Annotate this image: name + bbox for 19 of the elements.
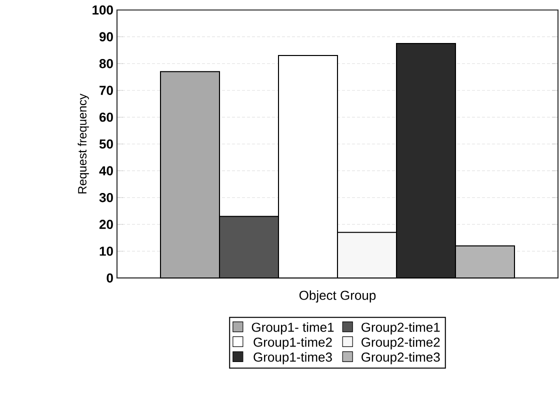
legend-label: Group2-time2: [362, 337, 440, 350]
y-tick-label: 30: [99, 192, 113, 202]
y-tick-label: 40: [99, 166, 113, 176]
y-tick-label: 10: [100, 246, 113, 256]
y-tick-label: 50: [99, 139, 113, 149]
y-tick-label: 80: [99, 58, 113, 68]
legend-label: Group2-time3: [362, 352, 440, 364]
legend-label: Group1- time1: [252, 322, 334, 334]
legend-label: Group2-time1: [362, 322, 440, 334]
y-tick-label: 60: [99, 112, 113, 122]
x-axis-title: Object Group: [299, 290, 376, 303]
y-tick-label: 0: [106, 273, 113, 283]
y-tick-label: 70: [100, 86, 113, 95]
y-tick-label: 20: [99, 220, 113, 229]
legend-label: Group1-time3: [254, 352, 332, 364]
y-axis-title: Request frequency: [78, 94, 89, 194]
y-tick-label: 100: [92, 5, 113, 15]
y-tick-label: 90: [99, 32, 113, 42]
legend-label: Group1-time2: [254, 337, 332, 350]
